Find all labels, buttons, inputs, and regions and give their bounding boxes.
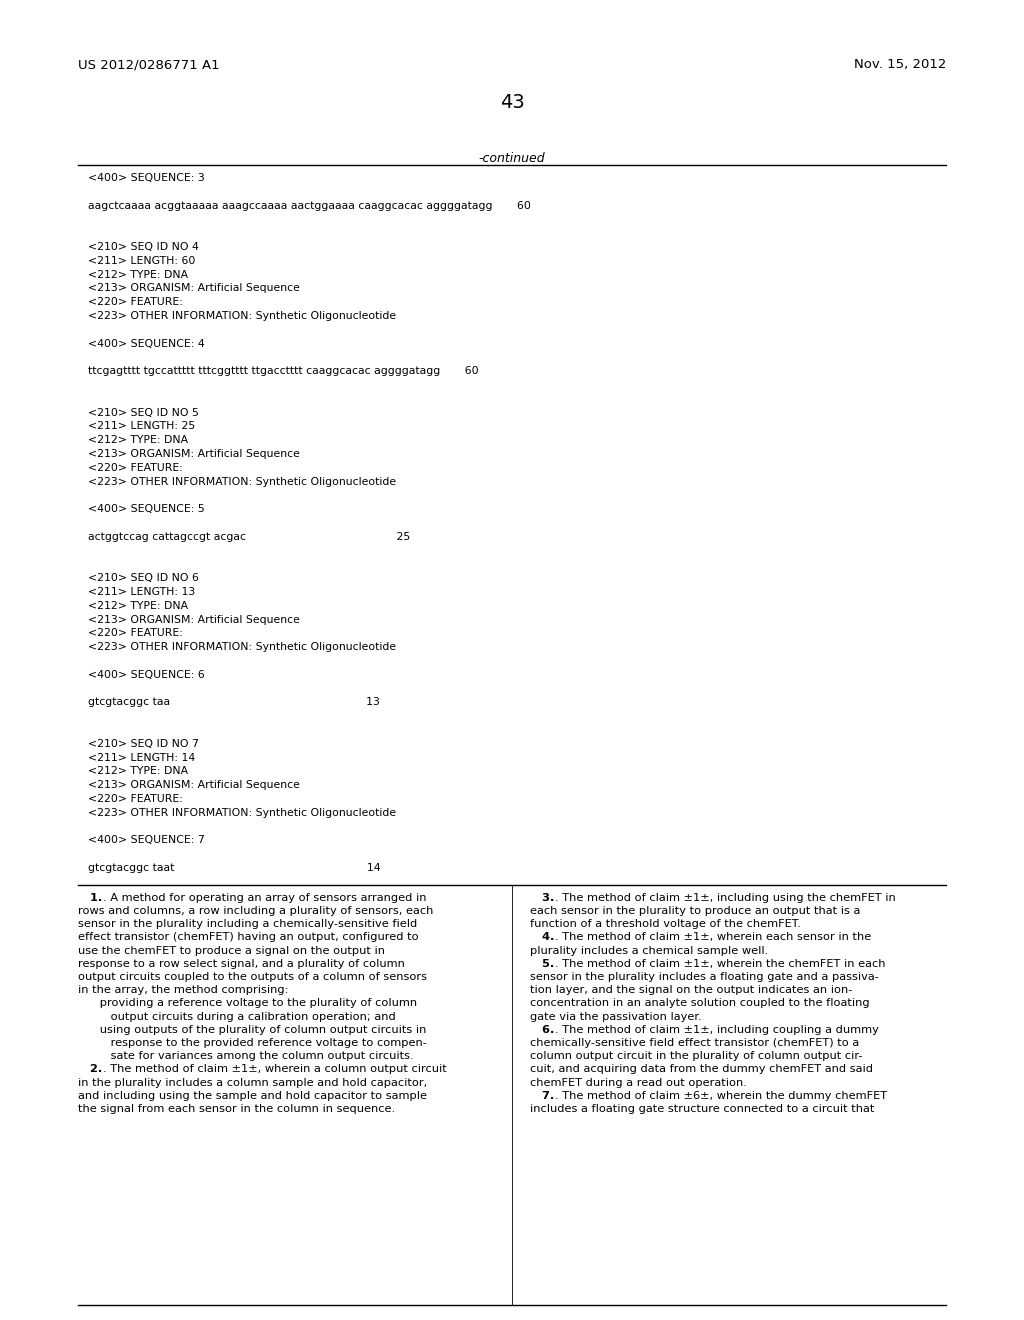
Text: <212> TYPE: DNA: <212> TYPE: DNA bbox=[88, 269, 188, 280]
Text: <223> OTHER INFORMATION: Synthetic Oligonucleotide: <223> OTHER INFORMATION: Synthetic Oligo… bbox=[88, 808, 396, 818]
Text: in the array, the method comprising:: in the array, the method comprising: bbox=[78, 985, 289, 995]
Text: output circuits during a calibration operation; and: output circuits during a calibration ope… bbox=[78, 1011, 395, 1022]
Text: plurality includes a chemical sample well.: plurality includes a chemical sample wel… bbox=[530, 945, 768, 956]
Text: rows and columns, a row including a plurality of sensors, each: rows and columns, a row including a plur… bbox=[78, 906, 433, 916]
Text: <400> SEQUENCE: 5: <400> SEQUENCE: 5 bbox=[88, 504, 205, 515]
Text: in the plurality includes a column sample and hold capacitor,: in the plurality includes a column sampl… bbox=[78, 1077, 427, 1088]
Text: 7.: 7. bbox=[530, 1090, 554, 1101]
Text: providing a reference voltage to the plurality of column: providing a reference voltage to the plu… bbox=[78, 998, 417, 1008]
Text: <210> SEQ ID NO 5: <210> SEQ ID NO 5 bbox=[88, 408, 199, 417]
Text: <220> FEATURE:: <220> FEATURE: bbox=[88, 297, 183, 308]
Text: chemFET during a read out operation.: chemFET during a read out operation. bbox=[530, 1077, 746, 1088]
Text: gate via the passivation layer.: gate via the passivation layer. bbox=[530, 1011, 701, 1022]
Text: sensor in the plurality including a chemically-sensitive field: sensor in the plurality including a chem… bbox=[78, 919, 417, 929]
Text: Nov. 15, 2012: Nov. 15, 2012 bbox=[854, 58, 946, 71]
Text: <220> FEATURE:: <220> FEATURE: bbox=[88, 463, 183, 473]
Text: 2.: 2. bbox=[78, 1064, 102, 1074]
Text: effect transistor (chemFET) having an output, configured to: effect transistor (chemFET) having an ou… bbox=[78, 932, 419, 942]
Text: <211> LENGTH: 14: <211> LENGTH: 14 bbox=[88, 752, 196, 763]
Text: gtcgtacggc taa                                                        13: gtcgtacggc taa 13 bbox=[88, 697, 380, 708]
Text: 43: 43 bbox=[500, 92, 524, 112]
Text: sensor in the plurality includes a floating gate and a passiva-: sensor in the plurality includes a float… bbox=[530, 972, 879, 982]
Text: <210> SEQ ID NO 7: <210> SEQ ID NO 7 bbox=[88, 739, 199, 748]
Text: . The method of claim ±1±, wherein each sensor in the: . The method of claim ±1±, wherein each … bbox=[555, 932, 870, 942]
Text: 4.: 4. bbox=[530, 932, 554, 942]
Text: <212> TYPE: DNA: <212> TYPE: DNA bbox=[88, 767, 188, 776]
Text: US 2012/0286771 A1: US 2012/0286771 A1 bbox=[78, 58, 219, 71]
Text: <212> TYPE: DNA: <212> TYPE: DNA bbox=[88, 436, 188, 445]
Text: <211> LENGTH: 60: <211> LENGTH: 60 bbox=[88, 256, 196, 265]
Text: <400> SEQUENCE: 3: <400> SEQUENCE: 3 bbox=[88, 173, 205, 183]
Text: tion layer, and the signal on the output indicates an ion-: tion layer, and the signal on the output… bbox=[530, 985, 852, 995]
Text: concentration in an analyte solution coupled to the floating: concentration in an analyte solution cou… bbox=[530, 998, 869, 1008]
Text: <213> ORGANISM: Artificial Sequence: <213> ORGANISM: Artificial Sequence bbox=[88, 615, 300, 624]
Text: <400> SEQUENCE: 7: <400> SEQUENCE: 7 bbox=[88, 836, 205, 845]
Text: <211> LENGTH: 13: <211> LENGTH: 13 bbox=[88, 587, 196, 597]
Text: function of a threshold voltage of the chemFET.: function of a threshold voltage of the c… bbox=[530, 919, 801, 929]
Text: includes a floating gate structure connected to a circuit that: includes a floating gate structure conne… bbox=[530, 1104, 874, 1114]
Text: using outputs of the plurality of column output circuits in: using outputs of the plurality of column… bbox=[78, 1024, 426, 1035]
Text: <212> TYPE: DNA: <212> TYPE: DNA bbox=[88, 601, 188, 611]
Text: <400> SEQUENCE: 4: <400> SEQUENCE: 4 bbox=[88, 339, 205, 348]
Text: <213> ORGANISM: Artificial Sequence: <213> ORGANISM: Artificial Sequence bbox=[88, 449, 300, 459]
Text: aagctcaaaa acggtaaaaa aaagccaaaa aactggaaaa caaggcacac aggggatagg       60: aagctcaaaa acggtaaaaa aaagccaaaa aactgga… bbox=[88, 201, 530, 211]
Text: <213> ORGANISM: Artificial Sequence: <213> ORGANISM: Artificial Sequence bbox=[88, 780, 300, 791]
Text: <220> FEATURE:: <220> FEATURE: bbox=[88, 795, 183, 804]
Text: <210> SEQ ID NO 4: <210> SEQ ID NO 4 bbox=[88, 242, 199, 252]
Text: chemically-sensitive field effect transistor (chemFET) to a: chemically-sensitive field effect transi… bbox=[530, 1038, 859, 1048]
Text: sate for variances among the column output circuits.: sate for variances among the column outp… bbox=[78, 1051, 414, 1061]
Text: <223> OTHER INFORMATION: Synthetic Oligonucleotide: <223> OTHER INFORMATION: Synthetic Oligo… bbox=[88, 312, 396, 321]
Text: gtcgtacggc taat                                                       14: gtcgtacggc taat 14 bbox=[88, 863, 381, 873]
Text: actggtccag cattagccgt acgac                                           25: actggtccag cattagccgt acgac 25 bbox=[88, 532, 411, 541]
Text: 3.: 3. bbox=[530, 892, 554, 903]
Text: <223> OTHER INFORMATION: Synthetic Oligonucleotide: <223> OTHER INFORMATION: Synthetic Oligo… bbox=[88, 643, 396, 652]
Text: <400> SEQUENCE: 6: <400> SEQUENCE: 6 bbox=[88, 669, 205, 680]
Text: . The method of claim ±1±, including using the chemFET in: . The method of claim ±1±, including usi… bbox=[555, 892, 895, 903]
Text: . The method of claim ±1±, wherein the chemFET in each: . The method of claim ±1±, wherein the c… bbox=[555, 958, 885, 969]
Text: the signal from each sensor in the column in sequence.: the signal from each sensor in the colum… bbox=[78, 1104, 395, 1114]
Text: and including using the sample and hold capacitor to sample: and including using the sample and hold … bbox=[78, 1090, 427, 1101]
Text: <211> LENGTH: 25: <211> LENGTH: 25 bbox=[88, 421, 196, 432]
Text: column output circuit in the plurality of column output cir-: column output circuit in the plurality o… bbox=[530, 1051, 862, 1061]
Text: 1.: 1. bbox=[78, 892, 102, 903]
Text: use the chemFET to produce a signal on the output in: use the chemFET to produce a signal on t… bbox=[78, 945, 385, 956]
Text: 6.: 6. bbox=[530, 1024, 554, 1035]
Text: response to a row select signal, and a plurality of column: response to a row select signal, and a p… bbox=[78, 958, 404, 969]
Text: 5.: 5. bbox=[530, 958, 554, 969]
Text: . The method of claim ±1±, including coupling a dummy: . The method of claim ±1±, including cou… bbox=[555, 1024, 879, 1035]
Text: response to the provided reference voltage to compen-: response to the provided reference volta… bbox=[78, 1038, 427, 1048]
Text: <210> SEQ ID NO 6: <210> SEQ ID NO 6 bbox=[88, 573, 199, 583]
Text: output circuits coupled to the outputs of a column of sensors: output circuits coupled to the outputs o… bbox=[78, 972, 427, 982]
Text: . The method of claim ±6±, wherein the dummy chemFET: . The method of claim ±6±, wherein the d… bbox=[555, 1090, 887, 1101]
Text: <213> ORGANISM: Artificial Sequence: <213> ORGANISM: Artificial Sequence bbox=[88, 284, 300, 293]
Text: <220> FEATURE:: <220> FEATURE: bbox=[88, 628, 183, 639]
Text: ttcgagtttt tgccattttt tttcggtttt ttgacctttt caaggcacac aggggatagg       60: ttcgagtttt tgccattttt tttcggtttt ttgacct… bbox=[88, 366, 478, 376]
Text: each sensor in the plurality to produce an output that is a: each sensor in the plurality to produce … bbox=[530, 906, 860, 916]
Text: . The method of claim ±1±, wherein a column output circuit: . The method of claim ±1±, wherein a col… bbox=[102, 1064, 446, 1074]
Text: -continued: -continued bbox=[478, 152, 546, 165]
Text: cuit, and acquiring data from the dummy chemFET and said: cuit, and acquiring data from the dummy … bbox=[530, 1064, 873, 1074]
Text: . A method for operating an array of sensors arranged in: . A method for operating an array of sen… bbox=[102, 892, 426, 903]
Text: <223> OTHER INFORMATION: Synthetic Oligonucleotide: <223> OTHER INFORMATION: Synthetic Oligo… bbox=[88, 477, 396, 487]
